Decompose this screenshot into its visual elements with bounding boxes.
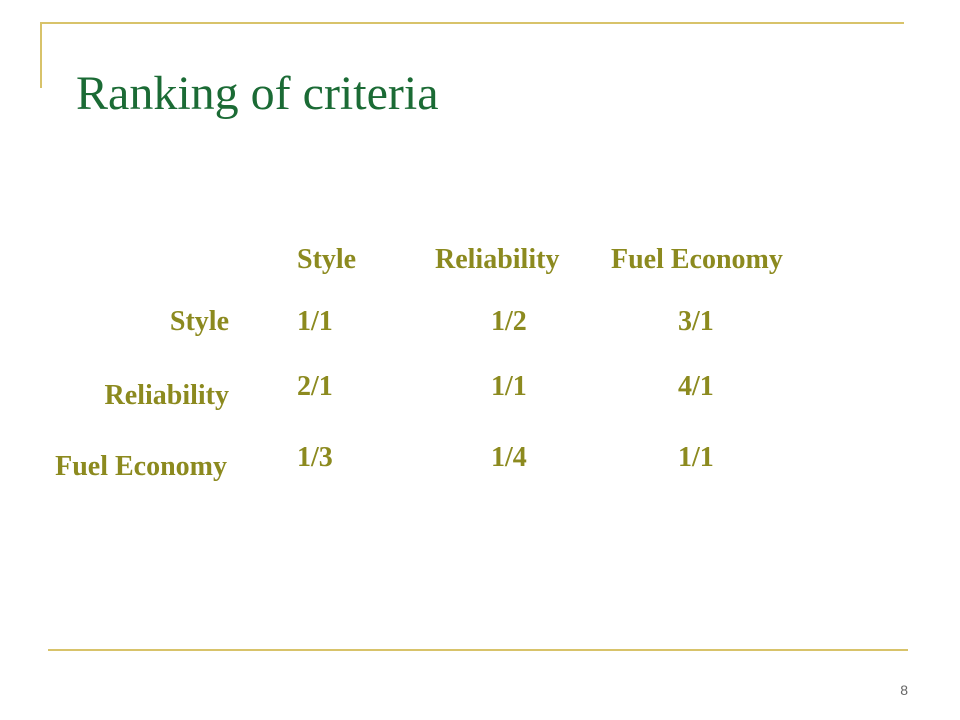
matrix-cell: 1/1 [678,442,714,473]
matrix-cell: 1/4 [491,442,527,473]
column-header-style: Style [297,244,357,275]
slide-title: Ranking of criteria [76,67,439,120]
matrix-cell: 1/1 [297,306,333,337]
matrix-cell: 1/3 [297,442,333,473]
bottom-rule [48,649,908,651]
column-header-reliability: Reliability [435,244,560,275]
left-rule [40,22,42,88]
row-header-style: Style [169,306,229,337]
top-rule [40,22,904,24]
matrix-cell: 2/1 [297,371,333,402]
matrix-cell: 1/2 [491,306,527,337]
row-header-fuel-economy: Fuel Economy [55,451,227,482]
row-header-reliability: Reliability [104,380,229,411]
page-number: 8 [900,682,908,698]
column-header-fuel-economy: Fuel Economy [611,244,783,275]
matrix-cell: 4/1 [678,371,714,402]
matrix-cell: 3/1 [678,306,714,337]
matrix-cell: 1/1 [491,371,527,402]
